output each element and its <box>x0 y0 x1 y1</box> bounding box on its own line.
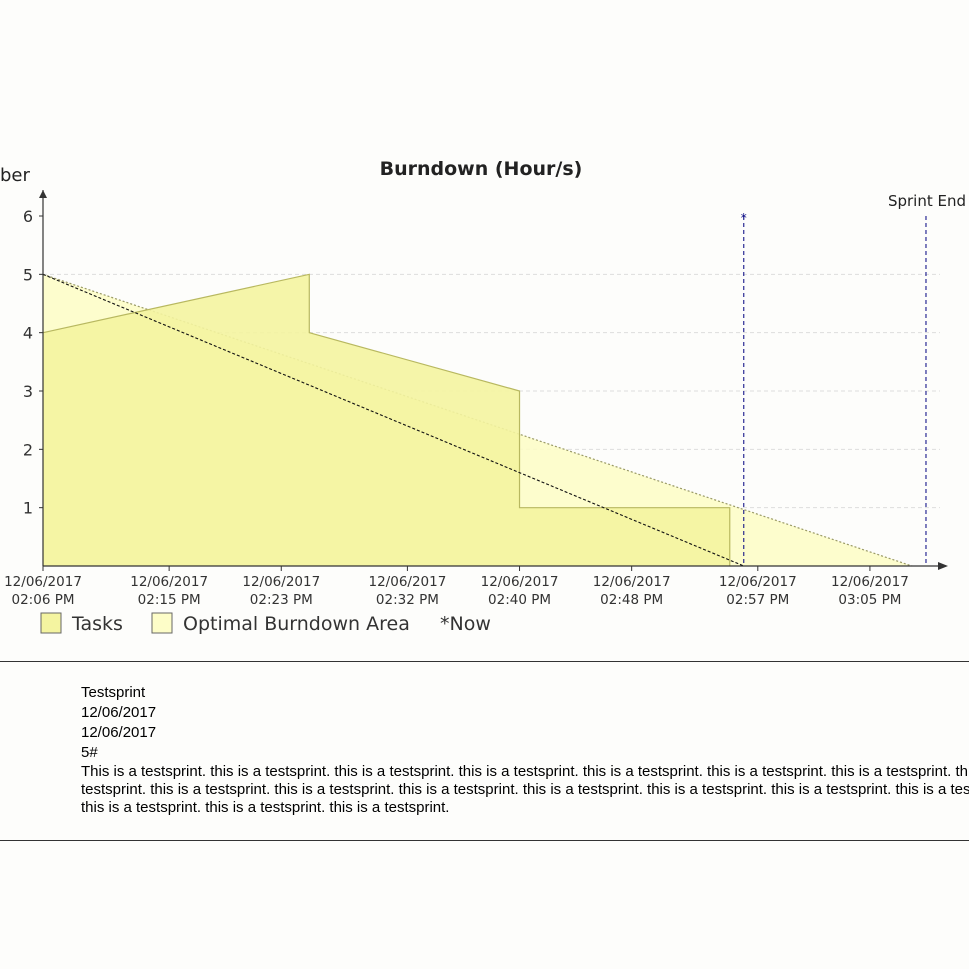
series-areas <box>42 273 913 567</box>
x-tick-date: 12/06/2017 <box>831 574 909 590</box>
chart-legend: Tasks Optimal Burndown Area *Now <box>40 612 491 635</box>
divider-bottom <box>0 840 969 841</box>
x-tick-time: 02:15 PM <box>138 592 201 608</box>
legend-swatch <box>40 612 62 634</box>
x-tick-time: 02:06 PM <box>12 592 75 608</box>
sprint-info: Testsprint 12/06/2017 12/06/2017 5# This… <box>81 683 969 817</box>
legend-label: *Now <box>440 613 491 635</box>
x-axis-arrow <box>938 562 948 570</box>
chart-overlays: * Sprint End <box>42 192 966 567</box>
x-tick-date: 12/06/2017 <box>481 574 559 590</box>
legend-label: Tasks <box>71 613 123 635</box>
sprint-description: This is a testsprint. this is a testspri… <box>81 763 969 816</box>
x-tick-time: 03:05 PM <box>838 592 901 608</box>
sprint-name: Testsprint <box>81 684 146 701</box>
now-marker-label: * <box>741 211 747 225</box>
sprint-end-label: Sprint End <box>888 192 966 210</box>
sprint-number: 5# <box>81 744 98 761</box>
y-axis-label: ber <box>0 165 31 186</box>
sprint-end-date: 12/06/2017 <box>81 724 157 741</box>
x-tick-time: 02:57 PM <box>726 592 789 608</box>
x-tick-time: 02:48 PM <box>600 592 663 608</box>
x-tick-time: 02:32 PM <box>376 592 439 608</box>
x-tick-time: 02:40 PM <box>488 592 551 608</box>
x-tick-time: 02:23 PM <box>250 592 313 608</box>
x-tick-date: 12/06/2017 <box>4 574 82 590</box>
y-tick-label: 4 <box>23 324 33 343</box>
divider-top <box>0 661 969 662</box>
chart-title: Burndown (Hour/s) <box>380 158 583 180</box>
y-tick-label: 2 <box>23 440 33 459</box>
legend-label: Optimal Burndown Area <box>183 613 410 635</box>
trend-line <box>42 273 744 567</box>
burndown-chart: * Sprint End 1 2 3 4 5 6 12/06/2017 02:06 PM 12/0… <box>0 158 966 635</box>
x-tick-date: 12/06/2017 <box>369 574 447 590</box>
x-tick-date: 12/06/2017 <box>719 574 797 590</box>
legend-swatch <box>151 612 173 634</box>
chart-axes: 1 2 3 4 5 6 12/06/2017 02:06 PM 12/06/2017 02:15 … <box>4 190 948 608</box>
x-tick-date: 12/06/2017 <box>593 574 671 590</box>
sprint-start-date: 12/06/2017 <box>81 704 157 721</box>
series-line-tasks <box>42 273 731 566</box>
y-tick-label: 6 <box>23 207 33 226</box>
series-area-tasks <box>43 274 730 566</box>
y-tick-label: 5 <box>23 265 33 284</box>
y-tick-label: 1 <box>23 499 33 518</box>
y-tick-label: 3 <box>23 382 33 401</box>
x-tick-date: 12/06/2017 <box>242 574 320 590</box>
y-axis-arrow <box>39 190 47 198</box>
x-tick-date: 12/06/2017 <box>130 574 208 590</box>
